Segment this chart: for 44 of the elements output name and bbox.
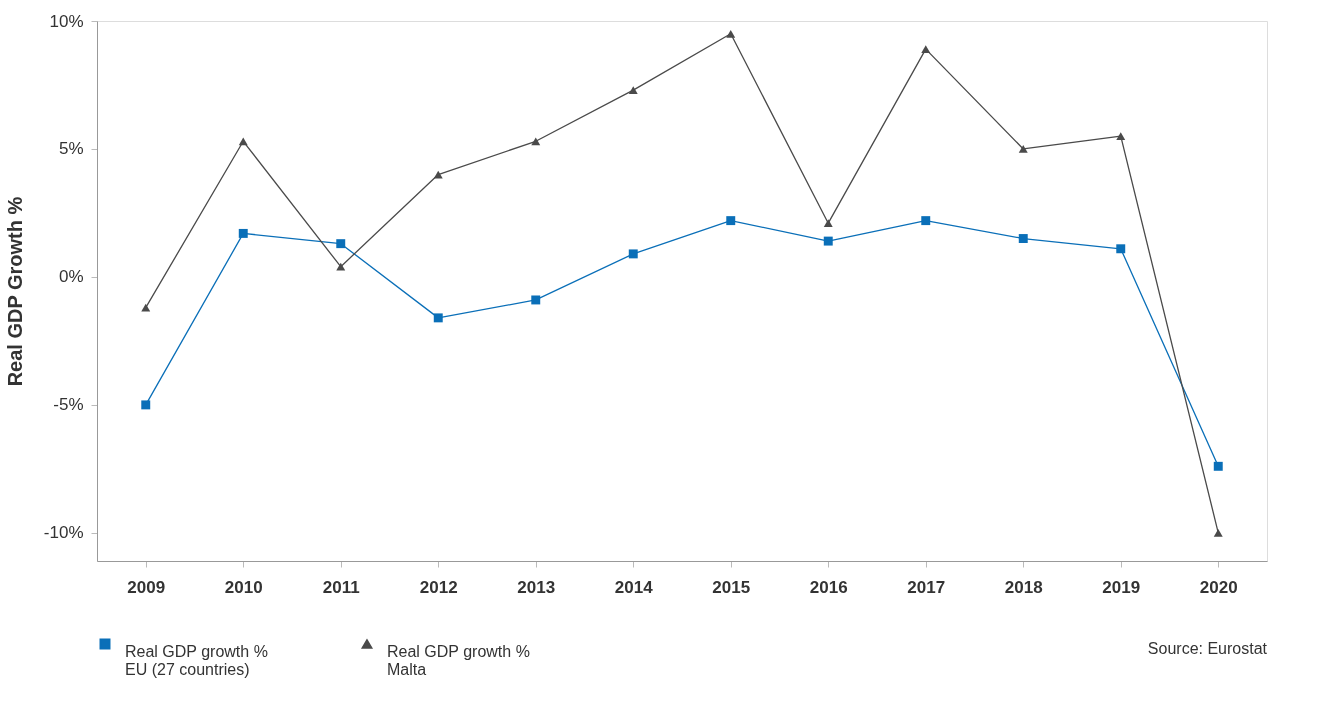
y-tick-label: 5% bbox=[58, 139, 84, 159]
y-axis-title: Real GDP Growth % bbox=[3, 196, 26, 387]
y-tick-label: 0% bbox=[58, 267, 84, 287]
point bbox=[238, 228, 248, 238]
x-tick-label: 2013 bbox=[517, 577, 556, 597]
point bbox=[726, 29, 736, 38]
point bbox=[1116, 132, 1126, 141]
source-note: Source: Eurostat bbox=[1147, 640, 1268, 657]
x-tick-label: 2016 bbox=[809, 577, 848, 597]
x-tick-label: 2017 bbox=[907, 577, 946, 597]
y-tick-label: -10% bbox=[43, 523, 84, 543]
point bbox=[433, 313, 443, 323]
point bbox=[921, 45, 931, 54]
point bbox=[1213, 528, 1223, 537]
point bbox=[726, 216, 736, 226]
x-tick-label: 2020 bbox=[1199, 577, 1238, 597]
point bbox=[141, 303, 151, 312]
x-tick-label: 2009 bbox=[127, 577, 166, 597]
x-tick-label: 2012 bbox=[419, 577, 458, 597]
x-tick-label: 2018 bbox=[1004, 577, 1043, 597]
point bbox=[823, 219, 833, 228]
point bbox=[238, 137, 248, 146]
x-tick-label: 2015 bbox=[712, 577, 751, 597]
x-tick-label: 2011 bbox=[322, 577, 360, 597]
point bbox=[141, 400, 151, 410]
point bbox=[823, 236, 833, 246]
legend-label: Real GDP growth % Malta bbox=[387, 643, 530, 678]
y-tick-label: -5% bbox=[53, 395, 84, 415]
point bbox=[628, 86, 638, 94]
point bbox=[336, 239, 346, 249]
x-tick-label: 2019 bbox=[1102, 577, 1141, 597]
point bbox=[1116, 244, 1126, 254]
y-tick-label: 10% bbox=[49, 11, 84, 31]
point bbox=[1213, 461, 1223, 471]
point bbox=[531, 137, 541, 146]
legend-label: Real GDP growth % EU (27 countries) bbox=[125, 643, 268, 678]
x-tick-label: 2014 bbox=[614, 577, 654, 597]
x-tick-label: 2010 bbox=[224, 577, 263, 597]
point bbox=[531, 295, 541, 305]
point bbox=[1018, 234, 1028, 244]
point bbox=[921, 216, 931, 226]
point bbox=[1018, 145, 1028, 153]
point bbox=[628, 249, 638, 259]
point bbox=[336, 262, 346, 271]
